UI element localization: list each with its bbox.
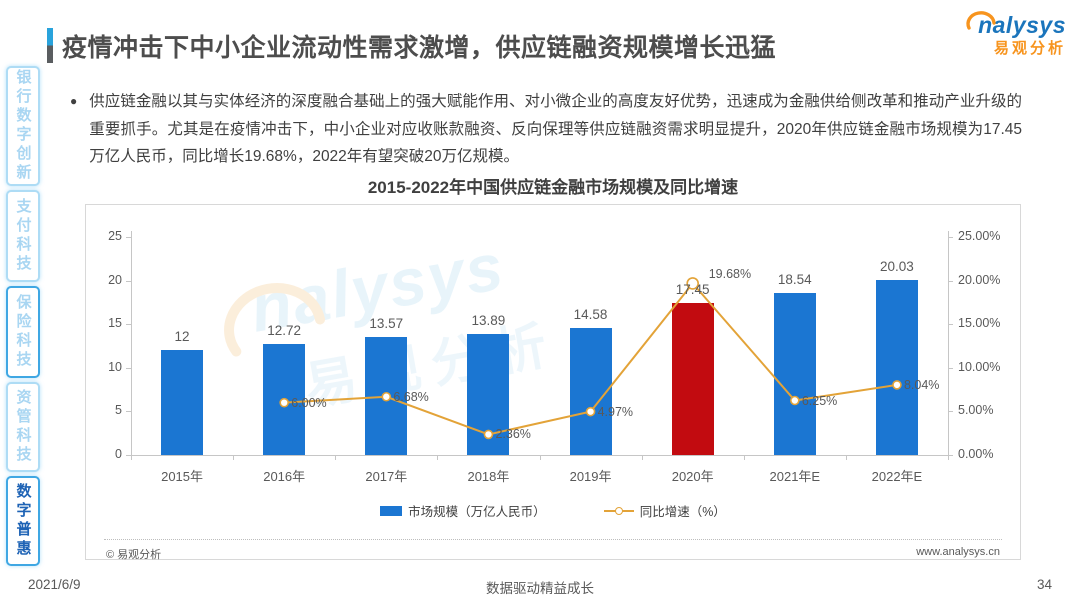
- x-axis-label: 2018年: [467, 469, 510, 484]
- y-axis-tick: [126, 455, 131, 456]
- sidebar-tab-label: 资管科技: [14, 389, 32, 465]
- chart-title: 2015-2022年中国供应链金融市场规模及同比增速: [367, 178, 739, 197]
- x-axis-tick: [437, 455, 439, 460]
- legend-item-market-size: 市场规模（万亿人民币）: [380, 501, 546, 520]
- chart-bar-2019年: [569, 327, 612, 455]
- x-axis-tick: [845, 455, 847, 460]
- sidebar-tab-2[interactable]: 支付科技: [6, 190, 40, 282]
- x-axis-label: 2021年E: [769, 469, 821, 484]
- y-axis-label-right: 20.00%: [958, 272, 1001, 287]
- x-axis-tick: [948, 455, 949, 460]
- bar-value-label: 13.89: [471, 312, 506, 328]
- y-axis-label-left: 15: [108, 316, 122, 331]
- y-axis-label-left: 0: [115, 447, 122, 461]
- chart-bar-2022年E: [875, 280, 918, 455]
- y-axis-right: [948, 231, 949, 455]
- y-axis-label-left: 20: [108, 272, 122, 287]
- sidebar-tab-1[interactable]: 银行数字创新: [6, 66, 40, 186]
- line-value-label: 4.97%: [597, 404, 634, 419]
- sidebar-tab-5[interactable]: 数字普惠: [6, 476, 40, 566]
- logo-swoosh-icon: [964, 2, 998, 37]
- y-axis-label-left: 25: [108, 229, 122, 243]
- x-axis-tick: [233, 455, 235, 460]
- bar-value-label: 20.03: [880, 259, 914, 275]
- chart-bar-2020年: [671, 302, 714, 455]
- sidebar-tab-3[interactable]: 保险科技: [6, 286, 40, 378]
- y-axis-label-right: 15.00%: [958, 316, 1001, 331]
- logo-brand-cn: 易观分析: [993, 40, 1066, 57]
- y-axis-tick: [126, 411, 131, 413]
- y-axis-tick: [948, 455, 953, 456]
- chart-bar-2015年: [161, 350, 204, 455]
- y-axis-left: [131, 231, 132, 455]
- y-axis-tick: [948, 237, 953, 238]
- sidebar-tab-label: 数字普惠: [14, 483, 32, 559]
- y-axis-label-left: 5: [115, 403, 122, 418]
- bullet-icon: ●: [70, 94, 78, 108]
- bar-value-label: 12.72: [267, 323, 302, 339]
- y-axis-tick: [948, 324, 953, 326]
- legend-item-growth-rate: 同比增速（%）: [603, 501, 726, 520]
- x-axis-tick: [539, 455, 541, 460]
- x-axis-tick: [641, 455, 643, 460]
- line-value-label: 6.25%: [801, 393, 838, 408]
- x-axis-tick: [335, 455, 337, 460]
- y-axis-tick: [948, 280, 953, 282]
- y-axis-label-right: 5.00%: [958, 403, 994, 418]
- y-axis-tick: [948, 367, 953, 369]
- y-axis-tick: [948, 411, 953, 413]
- summary-text: 供应链金融以其与实体经济的深度融合基础上的强大赋能作用、对小微企业的高度友好优势…: [89, 93, 1022, 166]
- legend-label: 同比增速（%）: [639, 505, 726, 519]
- y-axis-tick: [126, 237, 131, 238]
- line-value-label: 2.36%: [495, 427, 531, 442]
- page-title: 疫情冲击下中小企业流动性需求激增，供应链融资规模增长迅猛: [62, 34, 777, 62]
- x-axis-label: 2016年: [263, 469, 306, 484]
- chart-bar-2021年E: [773, 293, 816, 455]
- y-axis-tick: [126, 280, 131, 282]
- line-value-label: 19.68%: [708, 267, 752, 282]
- y-axis-label-right: 10.00%: [958, 359, 1001, 374]
- x-axis-label: 2020年: [671, 469, 714, 484]
- website-url: www.analysys.cn: [916, 546, 1000, 558]
- analysys-logo: nalysys 易观分析: [926, 11, 1066, 58]
- chart-legend: 市场规模（万亿人民币） 同比增速（%）: [86, 501, 1020, 520]
- x-axis-label: 2017年: [365, 469, 408, 484]
- chart-container: nalysys 易观分析 0 0.00% 5 5.00% 10 10.00% 15 15.00…: [85, 204, 1021, 561]
- x-axis-label: 2022年E: [871, 469, 923, 484]
- sidebar-tab-label: 支付科技: [14, 198, 32, 274]
- bar-value-label: 17.45: [675, 281, 710, 297]
- footer-page-number: 34: [1036, 577, 1052, 592]
- sidebar-tab-4[interactable]: 资管科技: [6, 382, 40, 472]
- y-axis-label-right: 25.00%: [958, 229, 1001, 243]
- bar-value-label: 14.58: [573, 306, 608, 322]
- bar-value-label: 12: [174, 329, 190, 345]
- title-accent-bar: [47, 28, 53, 63]
- x-axis-tick: [131, 455, 132, 460]
- copyright-text: © 易观分析: [106, 549, 162, 561]
- footnote-divider: [104, 539, 1002, 540]
- footer-date: 2021/6/9: [28, 577, 81, 592]
- sidebar-tab-label: 银行数字创新: [14, 69, 32, 183]
- bar-value-label: 13.57: [369, 315, 404, 331]
- x-axis-label: 2019年: [569, 469, 612, 484]
- sidebar-tab-label: 保险科技: [14, 294, 32, 370]
- y-axis-label-left: 10: [108, 359, 122, 374]
- legend-label: 市场规模（万亿人民币）: [408, 505, 546, 519]
- y-axis-tick: [126, 324, 131, 326]
- line-value-label: 8.04%: [903, 377, 940, 392]
- summary-paragraph: ● 供应链金融以其与实体经济的深度融合基础上的强大赋能作用、对小微企业的高度友好…: [70, 88, 1022, 171]
- legend-bar-swatch: [380, 505, 403, 516]
- y-axis-label-right: 0.00%: [958, 447, 994, 461]
- y-axis-tick: [126, 367, 131, 369]
- x-axis-tick: [743, 455, 745, 460]
- line-value-label: 6.68%: [393, 389, 429, 404]
- legend-line-swatch: [603, 506, 634, 516]
- bar-value-label: 18.54: [777, 272, 812, 288]
- footer-slogan: 数据驱动精益成长: [486, 581, 594, 596]
- line-value-label: 6.00%: [291, 395, 327, 410]
- x-axis-label: 2015年: [161, 469, 204, 484]
